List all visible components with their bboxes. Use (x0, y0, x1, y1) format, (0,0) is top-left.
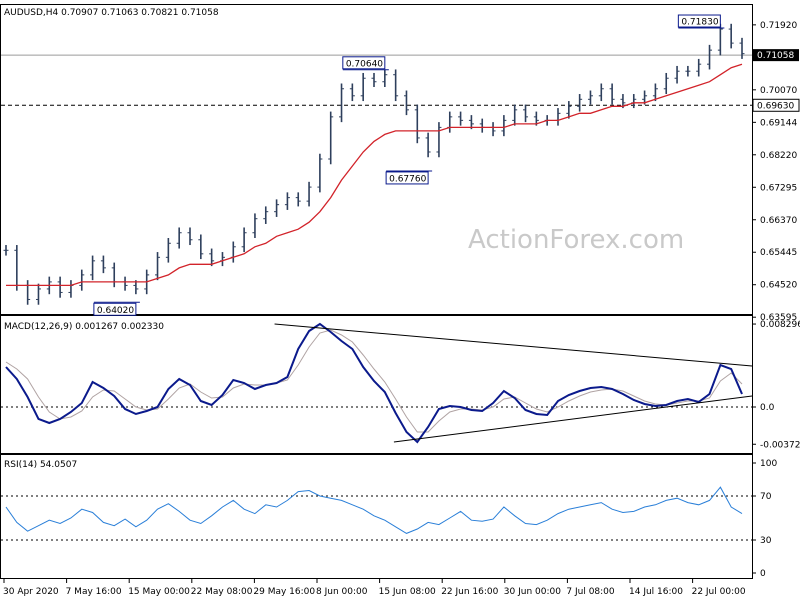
price-tick-label: 0.66370 (760, 216, 797, 226)
current-price-label: 0.71058 (757, 51, 794, 61)
time-tick-label: 22 May 08:00 (191, 587, 253, 597)
time-tick-label: 7 Jul 08:00 (566, 587, 615, 597)
time-tick-label: 8 Jun 00:00 (316, 587, 368, 597)
watermark: ActionForex.com (468, 225, 684, 255)
rsi-tick-label: 0 (760, 569, 766, 579)
time-tick-label: 22 Jul 00:00 (692, 587, 746, 597)
annotation-label: 0.64020 (97, 306, 134, 316)
time-tick-label: 15 May 00:00 (128, 587, 190, 597)
time-tick-label: 30 Apr 2020 (3, 587, 59, 597)
price-tick-label: 0.68220 (760, 151, 797, 161)
time-tick-label: 30 Jun 00:00 (504, 587, 561, 597)
price-panel (0, 4, 753, 315)
rsi-tick-label: 30 (760, 536, 772, 546)
price-tick-label: 0.69144 (760, 118, 797, 128)
rsi-tick-label: 100 (760, 459, 777, 469)
rsi-panel-title: RSI(14) 54.0507 (4, 460, 77, 470)
price-tick-label: 0.67295 (760, 183, 797, 193)
macd-tick-label: -0.003725 (760, 440, 800, 450)
time-tick-label: 22 Jun 16:00 (441, 587, 498, 597)
price-tick-label: 0.63595 (760, 313, 797, 323)
rsi-line (5, 486, 743, 534)
current-price-marker (753, 49, 799, 62)
rsi-lines-group (5, 486, 743, 534)
price-tick-label: 0.65445 (760, 248, 797, 258)
annotation-box (677, 14, 721, 28)
macd-line (5, 322, 743, 444)
annotation-label: 0.67760 (389, 174, 426, 184)
rsi-panel (0, 454, 753, 579)
time-tick-label: 15 Jun 08:00 (379, 587, 436, 597)
support-level-marker (752, 98, 800, 112)
price-tick-label: 0.70070 (760, 86, 797, 96)
rsi-tick-label: 70 (760, 492, 772, 502)
moving-average-line (6, 63, 743, 287)
macd-signal-line (5, 329, 743, 433)
time-tick-label: 29 May 16:00 (253, 587, 315, 597)
annotation-box (93, 302, 137, 316)
macd-tick-label: 0.0 (760, 403, 775, 413)
support-level-label: 0.69630 (757, 101, 794, 111)
macd-trendline (274, 323, 753, 367)
annotation-box (342, 56, 386, 70)
annotation-box (385, 171, 429, 185)
macd-axis: 0.008296 0.0 -0.003725 (1, 320, 800, 450)
macd-panel (0, 315, 753, 454)
macd-trendline (393, 395, 753, 443)
price-bars-group (3, 23, 745, 305)
time-tick-label: 14 Jul 16:00 (629, 587, 683, 597)
macd-tick-label: 0.008296 (760, 320, 800, 330)
rsi-axis: 100 70 30 0 (1, 459, 777, 579)
price-tick-label: 0.71920 (760, 21, 797, 31)
macd-panel-title: MACD(12,26,9) 0.001267 0.002330 (4, 322, 164, 332)
time-axis: 30 Apr 2020 7 May 16:00 15 May 00:00 22 May… (3, 579, 746, 597)
price-reference-lines: 0.71058 0.69630 (1, 49, 800, 112)
price-axis: 0.71920 0.70070 0.69144 0.68220 0.67295 0.663… (752, 21, 797, 323)
annotation-label: 0.71830 (681, 18, 718, 28)
price-annotations: 0.71830 0.70640 0.67760 0.64020 (93, 14, 725, 316)
price-tick-label: 0.64520 (760, 281, 797, 291)
moving-average-group (6, 63, 743, 287)
macd-lines-group (5, 322, 753, 444)
price-panel-title: AUDUSD,H4 0.70907 0.71063 0.70821 0.7105… (4, 8, 219, 18)
time-tick-label: 7 May 16:00 (66, 587, 122, 597)
annotation-label: 0.70640 (346, 59, 383, 69)
